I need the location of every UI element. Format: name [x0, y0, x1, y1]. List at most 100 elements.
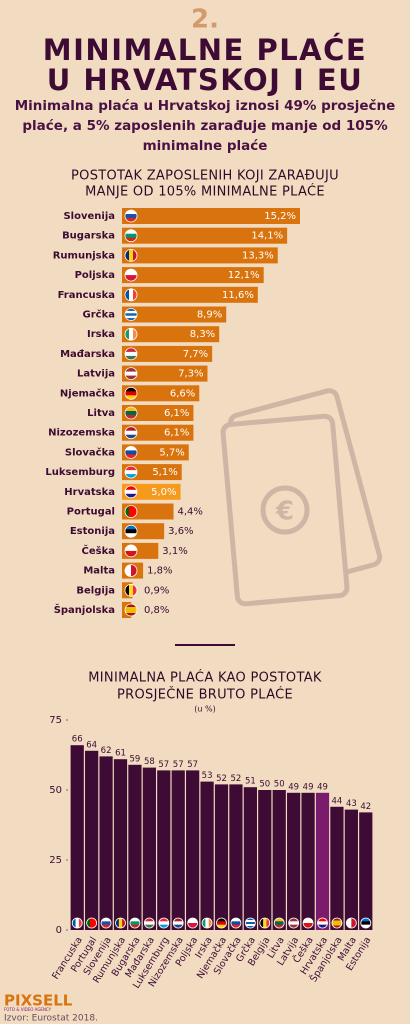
category-label: Njemačka: [60, 387, 115, 399]
flag-stripe: [216, 924, 227, 928]
flag: [125, 249, 137, 262]
flag-stripe: [245, 922, 256, 925]
flag-stripe: [133, 328, 137, 341]
flag-stripe: [216, 918, 227, 922]
tagline: FOTO & VIDEO AGENCY: [4, 1007, 52, 1012]
flag: [187, 918, 198, 928]
flag-stripe: [101, 918, 112, 922]
flag-stripe: [125, 391, 137, 396]
flag-stripe: [303, 918, 314, 924]
value-label: 5,0%: [151, 487, 176, 498]
flag-ring: [124, 406, 138, 420]
bar: [229, 784, 243, 930]
flag-stripe: [125, 308, 137, 312]
bar: [344, 809, 358, 930]
category-label: Nizozemska: [48, 428, 115, 439]
flag-stripe: [122, 918, 126, 928]
category-label: Estonija: [70, 526, 115, 537]
flag-stripe: [129, 584, 134, 597]
flag: [86, 918, 97, 928]
category-label: Španjolska: [54, 603, 115, 616]
category-label: Mađarska: [60, 349, 115, 360]
flag-stripe: [351, 918, 357, 928]
category-label: Bugarska: [62, 231, 115, 242]
flag-stripe: [202, 918, 206, 928]
flag-stripe: [133, 249, 137, 262]
flag-ring: [158, 917, 170, 929]
flag-ring: [302, 917, 314, 929]
value-label: 5,1%: [152, 467, 177, 478]
flag-stripe: [125, 269, 137, 276]
flag-stripe: [125, 395, 137, 400]
value-label: 14,1%: [251, 231, 283, 242]
value-label: 12,1%: [228, 270, 260, 281]
value-label: 49: [303, 782, 314, 792]
flag-stripe: [125, 229, 137, 234]
flag-stripe: [129, 505, 134, 518]
category-label: Luksemburg: [45, 467, 115, 478]
value-label: 4,4%: [178, 507, 203, 518]
flag-stripe: [125, 525, 137, 530]
flag: [230, 918, 241, 928]
y-tick-label: 25: [49, 855, 62, 866]
flag-stripe: [274, 918, 285, 922]
flag-stripe: [331, 918, 342, 921]
flag: [125, 308, 137, 321]
value-label: 50: [259, 780, 270, 790]
flag-ring: [187, 917, 199, 929]
bar: [122, 464, 182, 481]
flag-ring: [124, 248, 138, 262]
flag-stripe: [158, 924, 169, 928]
value-label: 8,3%: [190, 329, 215, 340]
flag-stripe: [125, 315, 137, 319]
flag-stripe: [317, 921, 328, 925]
bar: [122, 227, 288, 244]
value-label: 15,2%: [264, 211, 296, 222]
flag: [125, 544, 137, 557]
category-label: Hrvatska: [64, 487, 115, 498]
flag-stripe: [125, 351, 137, 357]
flag-stripe: [187, 918, 198, 924]
title-line: U HRVATSKOJ I EU: [47, 63, 364, 97]
flag-stripe: [360, 918, 371, 922]
category-label: Latvija: [77, 369, 115, 380]
value-label: 52: [216, 774, 227, 784]
bar: [258, 790, 272, 930]
flag: [288, 918, 299, 928]
value-label: 50: [274, 780, 285, 790]
value-label: 0,9%: [144, 585, 169, 596]
flag-stripe: [86, 918, 91, 928]
value-label: 11,6%: [222, 290, 254, 301]
flag-stripe: [360, 924, 371, 928]
flag-stripe: [125, 426, 137, 431]
flag-ring: [124, 465, 138, 479]
flag-stripe: [125, 371, 137, 376]
flag-stripe: [72, 918, 76, 928]
flag-stripe: [125, 470, 137, 475]
value-label: 7,3%: [178, 369, 203, 380]
chart-title: PROSJEČNE BRUTO PLAĆE: [117, 687, 293, 703]
flag-ring: [172, 917, 184, 929]
flag-stripe: [288, 924, 299, 928]
flag-stripe: [230, 921, 241, 925]
flag-stripe: [245, 924, 256, 927]
value-label: 8,9%: [197, 310, 222, 321]
flag-stripe: [288, 921, 299, 925]
flag-ring: [360, 917, 372, 929]
flag-stripe: [115, 918, 120, 928]
flag-stripe: [125, 233, 137, 238]
value-label: 58: [144, 757, 155, 767]
flag-stripe: [129, 921, 140, 925]
y-tick-label: 75: [49, 715, 62, 726]
flag: [115, 918, 126, 928]
y-tick-label: 0: [56, 925, 62, 936]
flag: [72, 918, 83, 928]
flag-stripe: [129, 918, 140, 922]
flag: [216, 918, 227, 928]
flag-stripe: [125, 564, 132, 577]
flag-stripe: [331, 920, 342, 924]
flag-ring: [124, 209, 138, 223]
flag-ring: [273, 917, 285, 929]
flag-ring: [124, 583, 138, 597]
